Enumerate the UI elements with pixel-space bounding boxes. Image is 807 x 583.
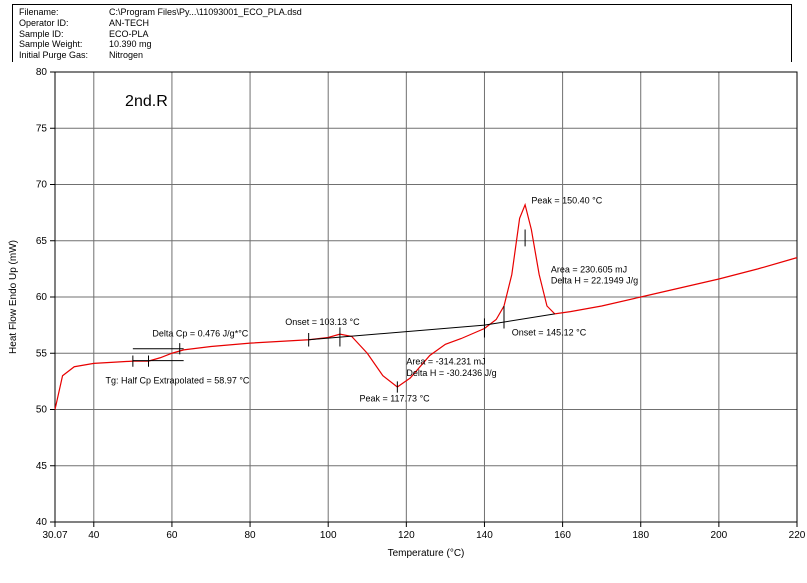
svg-text:40: 40 <box>36 517 48 528</box>
svg-text:Area = -314.231 mJ: Area = -314.231 mJ <box>406 357 485 367</box>
svg-text:120: 120 <box>398 530 415 541</box>
sample-id-label: Sample ID: <box>19 29 109 40</box>
svg-text:80: 80 <box>36 67 48 78</box>
initial-purge-value: Nitrogen <box>109 50 143 61</box>
sample-weight-label: Sample Weight: <box>19 39 109 50</box>
svg-text:65: 65 <box>36 236 48 247</box>
chart-svg: 30.07 40 60 80 100 120 140 160 180 200 220 40 45 50 55… <box>0 62 807 562</box>
svg-text:70: 70 <box>36 180 48 191</box>
svg-text:Tg: Half Cp Extrapolated = 58.: Tg: Half Cp Extrapolated = 58.97 °C <box>106 376 250 386</box>
svg-text:140: 140 <box>476 530 493 541</box>
svg-text:30.07: 30.07 <box>42 530 67 541</box>
svg-text:45: 45 <box>36 461 48 472</box>
svg-text:Onset = 145.12 °C: Onset = 145.12 °C <box>512 327 587 337</box>
svg-text:Delta H = 22.1949 J/g: Delta H = 22.1949 J/g <box>551 276 638 286</box>
svg-text:Delta H = -30.2436 J/g: Delta H = -30.2436 J/g <box>406 368 496 378</box>
operator-value: AN-TECH <box>109 18 149 29</box>
sample-id-value: ECO-PLA <box>109 29 149 40</box>
svg-text:Area = 230.605 mJ: Area = 230.605 mJ <box>551 264 627 274</box>
svg-text:Temperature (°C): Temperature (°C) <box>388 548 465 559</box>
operator-label: Operator ID: <box>19 18 109 29</box>
svg-text:55: 55 <box>36 348 48 359</box>
initial-purge-label: Initial Purge Gas: <box>19 50 109 61</box>
svg-text:220: 220 <box>789 530 806 541</box>
svg-text:160: 160 <box>554 530 571 541</box>
svg-text:100: 100 <box>320 530 337 541</box>
svg-text:80: 80 <box>244 530 256 541</box>
filename-label: Filename: <box>19 7 109 18</box>
svg-text:75: 75 <box>36 123 48 134</box>
dsc-chart: 30.07 40 60 80 100 120 140 160 180 200 220 40 45 50 55… <box>0 62 807 562</box>
filename-value: C:\Program Files\Py...\11093001_ECO_PLA.… <box>109 7 302 18</box>
sample-weight-value: 10.390 mg <box>109 39 152 50</box>
svg-text:200: 200 <box>711 530 728 541</box>
svg-text:40: 40 <box>88 530 100 541</box>
svg-text:60: 60 <box>166 530 178 541</box>
svg-text:Delta Cp = 0.476 J/g*°C: Delta Cp = 0.476 J/g*°C <box>152 328 248 338</box>
svg-text:Onset = 103.13 °C: Onset = 103.13 °C <box>285 317 360 327</box>
svg-text:Peak = 117.73 °C: Peak = 117.73 °C <box>359 394 430 404</box>
svg-text:Heat Flow Endo Up (mW): Heat Flow Endo Up (mW) <box>8 240 19 354</box>
svg-text:180: 180 <box>632 530 649 541</box>
svg-text:Peak = 150.40 °C: Peak = 150.40 °C <box>531 196 602 206</box>
svg-text:2nd.R: 2nd.R <box>125 93 168 110</box>
svg-text:50: 50 <box>36 405 48 416</box>
svg-text:60: 60 <box>36 292 48 303</box>
